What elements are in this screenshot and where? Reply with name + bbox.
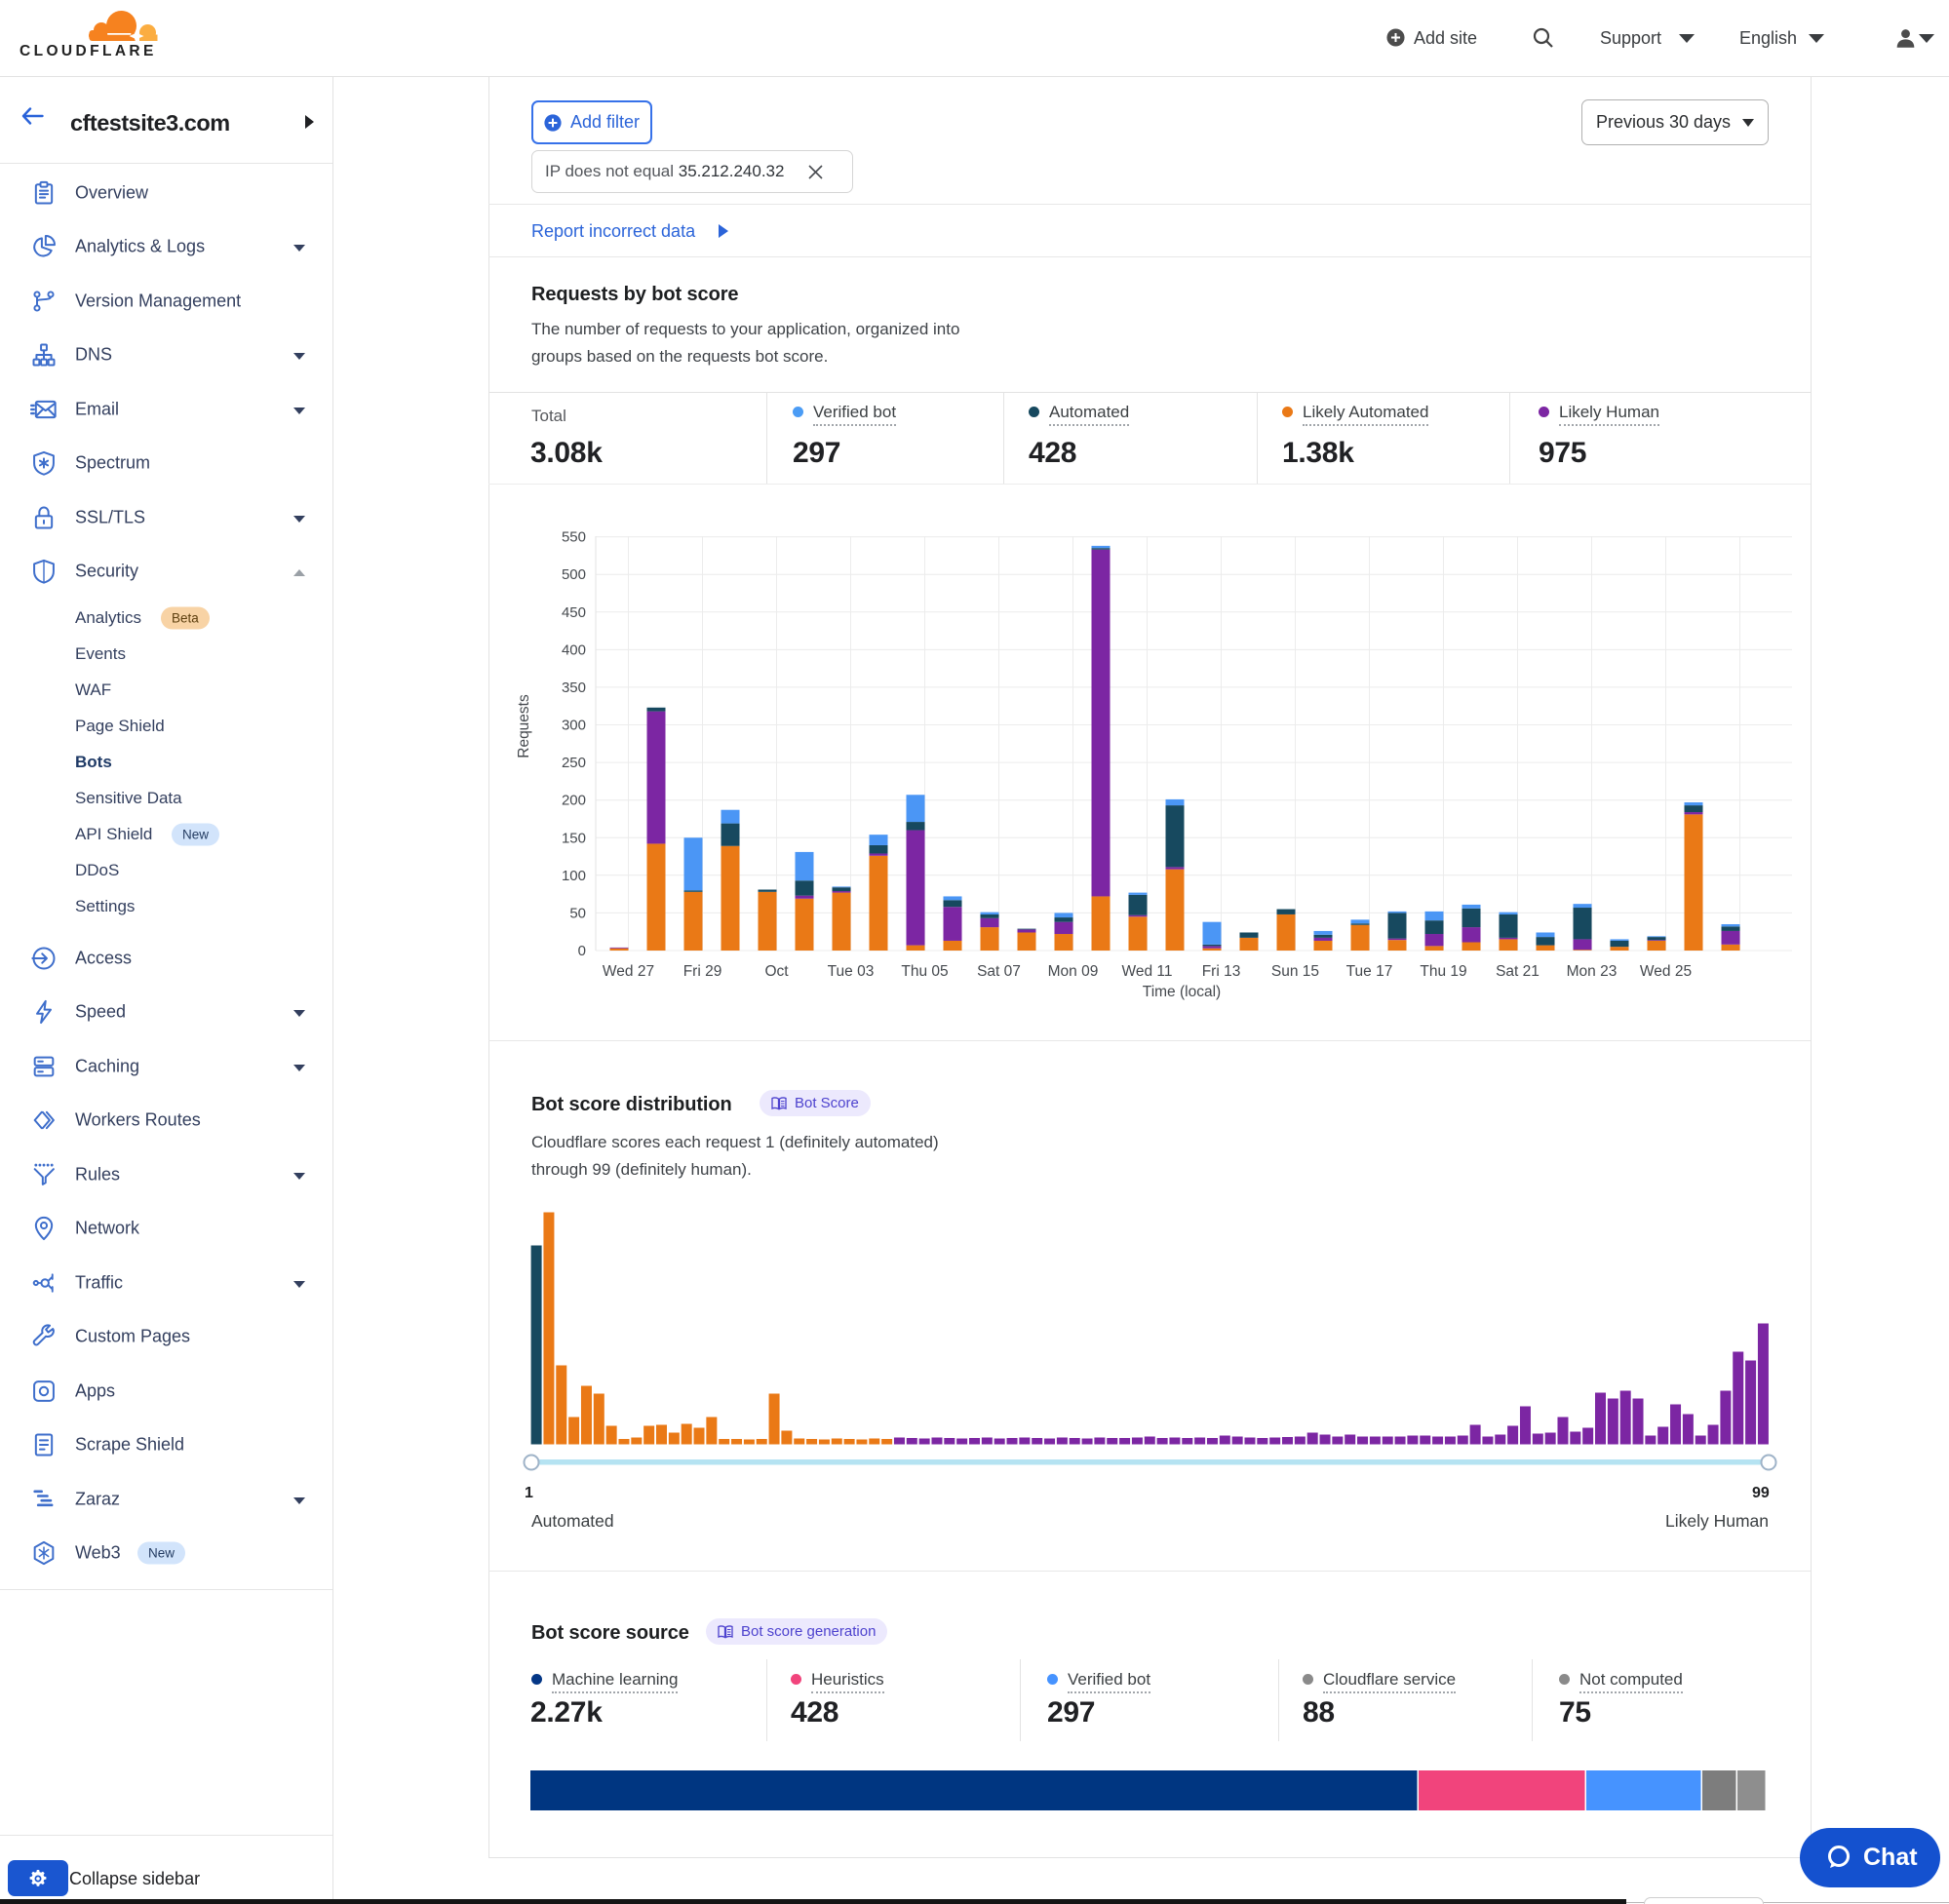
svg-text:500: 500 (562, 566, 586, 583)
svg-text:Wed 27: Wed 27 (603, 963, 654, 980)
svg-text:200: 200 (562, 793, 586, 809)
svg-text:450: 450 (562, 604, 586, 621)
svg-text:Wed 25: Wed 25 (1640, 963, 1692, 980)
svg-text:Requests: Requests (516, 694, 532, 758)
svg-text:150: 150 (562, 830, 586, 846)
svg-text:Tue 17: Tue 17 (1346, 963, 1393, 980)
svg-text:Sun 15: Sun 15 (1271, 963, 1319, 980)
svg-text:Fri 13: Fri 13 (1202, 963, 1241, 980)
svg-text:Mon 23: Mon 23 (1567, 963, 1618, 980)
svg-text:Thu 19: Thu 19 (1420, 963, 1466, 980)
svg-text:Mon 09: Mon 09 (1048, 963, 1099, 980)
svg-text:Wed 11: Wed 11 (1122, 963, 1173, 980)
svg-text:0: 0 (578, 943, 586, 959)
svg-text:Sat 21: Sat 21 (1496, 963, 1540, 980)
svg-text:Tue 03: Tue 03 (828, 963, 875, 980)
svg-text:Time (local): Time (local) (1143, 984, 1221, 1000)
svg-text:250: 250 (562, 755, 586, 771)
svg-text:300: 300 (562, 718, 586, 734)
svg-text:100: 100 (562, 868, 586, 884)
svg-text:Thu 05: Thu 05 (901, 963, 948, 980)
svg-text:50: 50 (569, 905, 586, 921)
svg-text:Sat 07: Sat 07 (977, 963, 1021, 980)
svg-text:400: 400 (562, 641, 586, 658)
svg-text:Oct: Oct (764, 963, 789, 980)
svg-text:350: 350 (562, 680, 586, 696)
svg-text:550: 550 (562, 529, 586, 546)
svg-text:Fri 29: Fri 29 (683, 963, 722, 980)
